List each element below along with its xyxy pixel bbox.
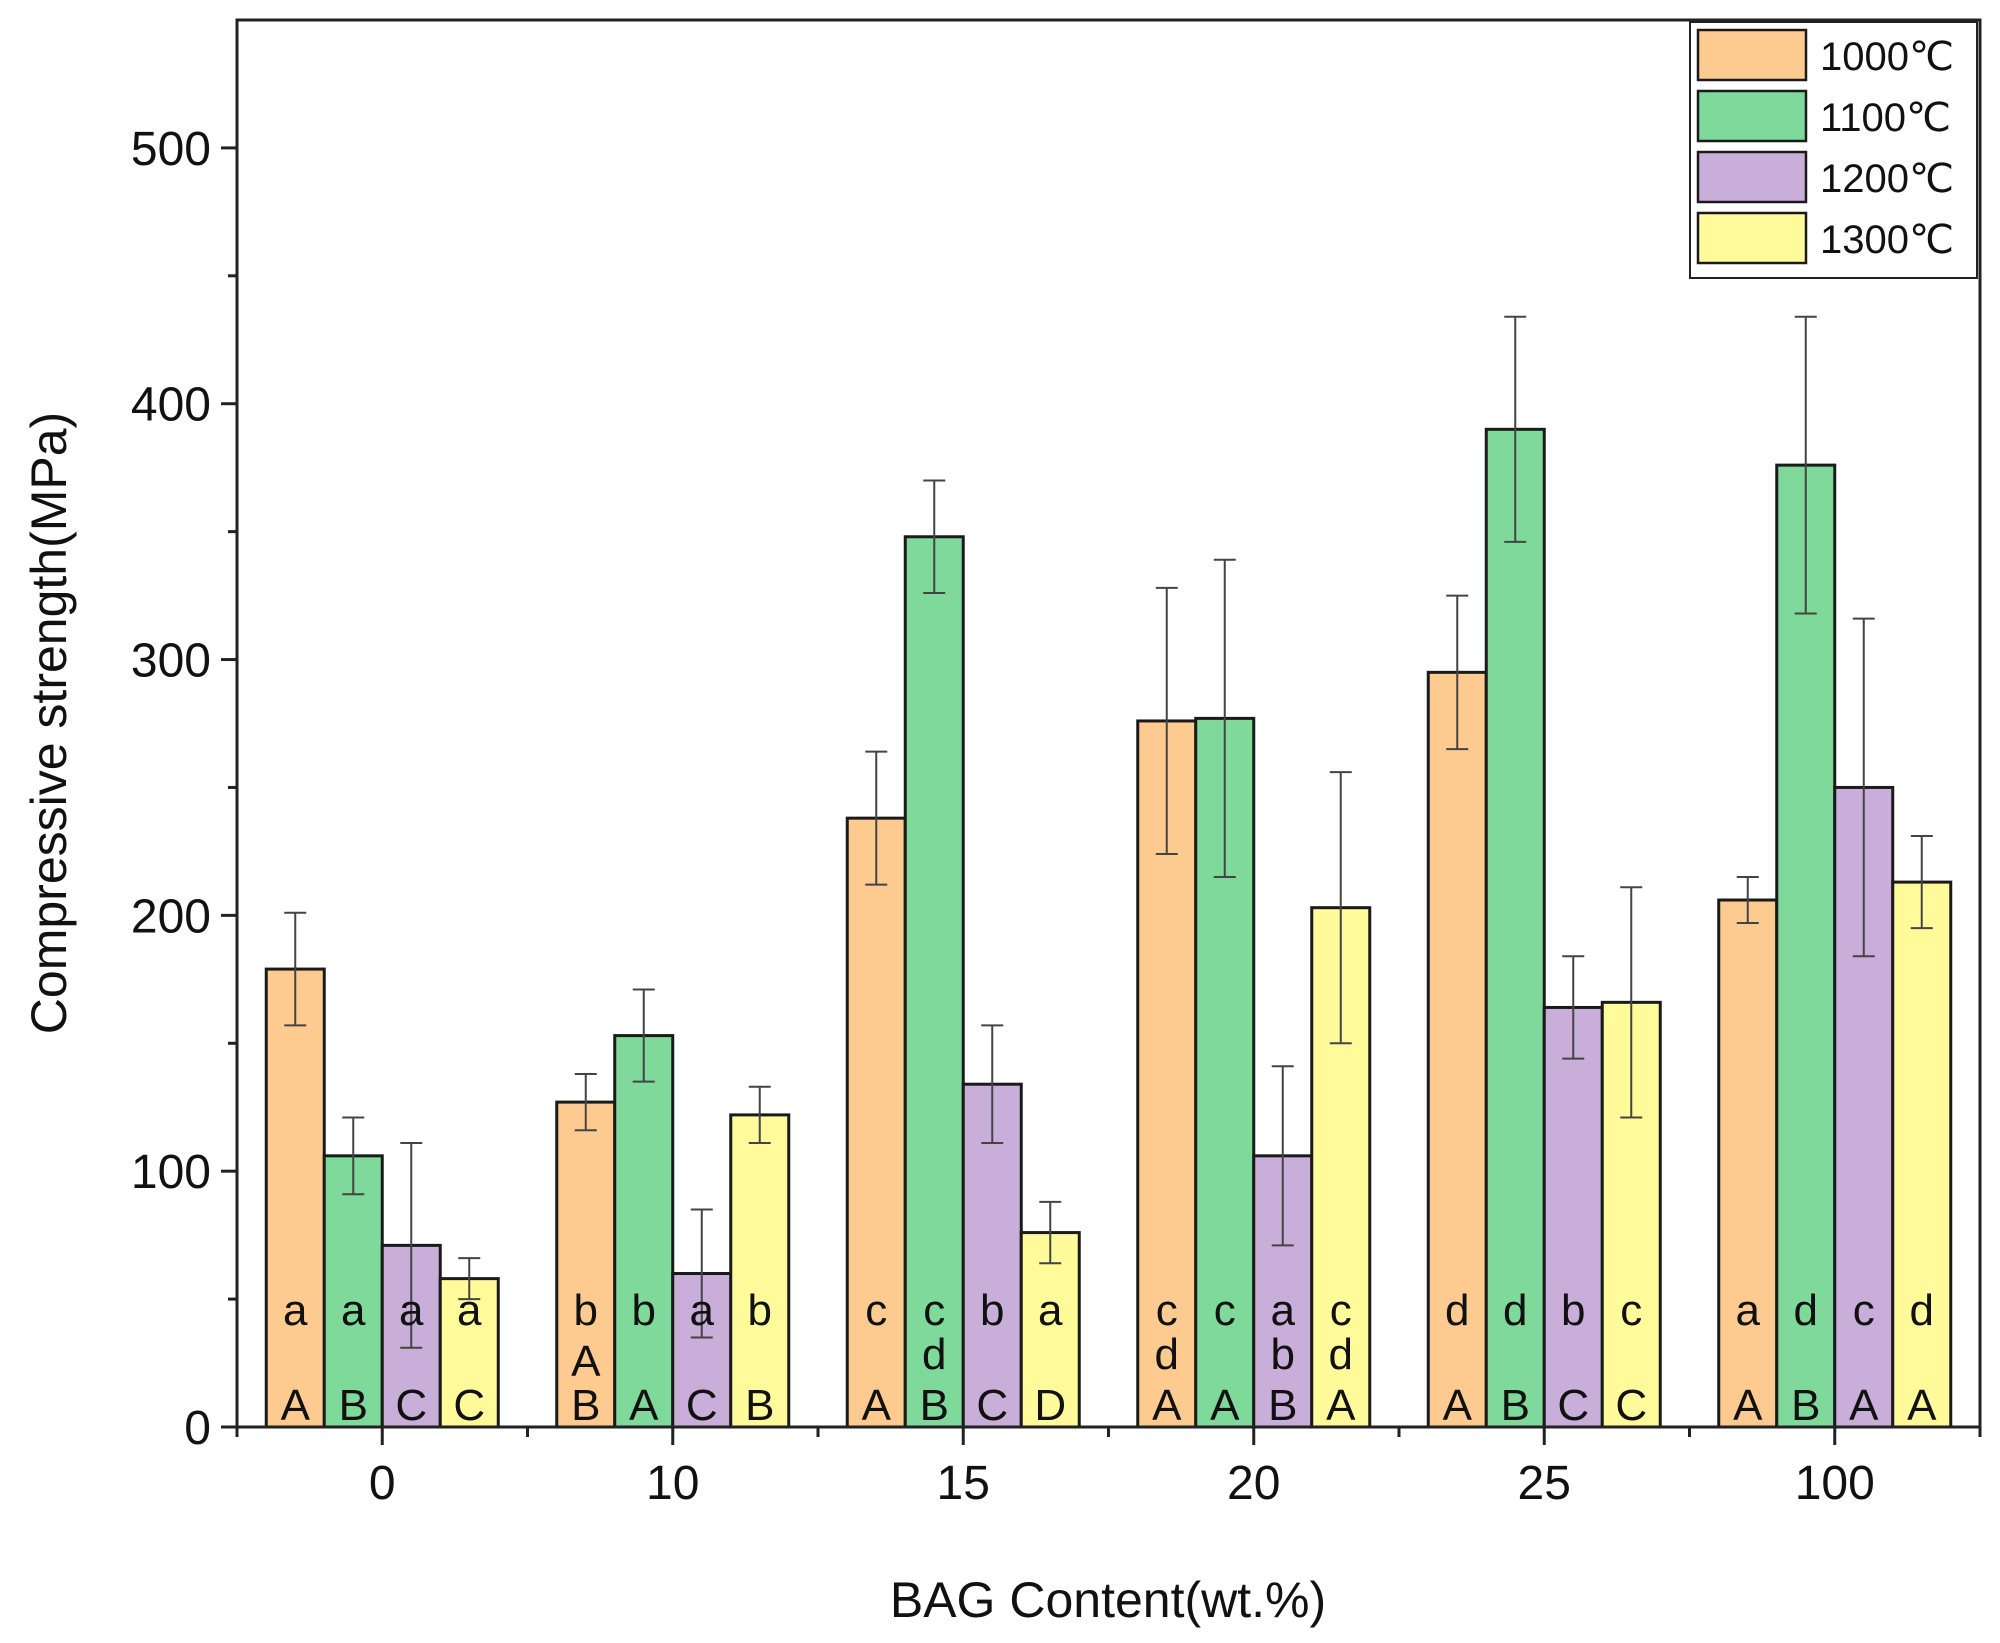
significance-letter-upper: A [1733,1381,1763,1430]
significance-letter-lower: d [1794,1286,1818,1335]
axes-layer: 0 100 200 300 400 500 0 10 15 20 25 100 [131,123,1982,1510]
x-tick-label: 0 [369,1457,396,1510]
bar [845,816,907,1429]
legend-label: 1100℃ [1820,96,1951,140]
y-tick-label: 100 [131,1146,211,1199]
significance-letter-upper: A [571,1337,601,1386]
significance-letter-upper: C [395,1381,427,1430]
bar [1891,880,1953,1429]
x-tick-label: 10 [646,1457,699,1510]
significance-letter-upper: A [1326,1381,1356,1430]
significance-letter-lower: d [922,1330,946,1379]
significance-letter-lower: c [923,1286,945,1335]
significance-letter-lower: a [283,1286,308,1335]
bar [555,1100,617,1429]
significance-letter-lower: a [341,1286,366,1335]
significance-letter-lower: d [1503,1286,1527,1335]
significance-letter-upper: C [1615,1381,1647,1430]
significance-letter-upper: B [339,1381,368,1430]
y-tick-label: 200 [131,890,211,943]
significance-letter-lower: d [1910,1286,1934,1335]
bar [1717,898,1779,1429]
significance-letter-upper: B [920,1381,949,1430]
significance-letter-upper: A [281,1381,311,1430]
significance-letter-upper: B [745,1381,774,1430]
bar [1542,1005,1604,1429]
legend-swatch [1696,89,1808,143]
significance-letter-lower: c [865,1286,887,1335]
legend-swatch [1696,150,1808,204]
x-tick-label: 20 [1227,1457,1280,1510]
y-tick-label: 500 [131,123,211,176]
significance-letter-upper: C [686,1381,718,1430]
bar [1600,1000,1662,1429]
significance-letter-upper: C [453,1381,485,1430]
error-bars-layer [284,315,1933,1349]
y-axis-title: Compressive strength(MPa) [21,412,77,1034]
significance-letter-upper: A [1907,1381,1937,1430]
significance-letter-lower: a [1271,1286,1296,1335]
significance-letter-lower: b [748,1286,772,1335]
significance-letter-upper: A [1849,1381,1879,1430]
significance-letter-lower: c [1214,1286,1236,1335]
significance-letter-lower: c [1330,1286,1352,1335]
legend-label: 1200℃ [1820,157,1954,201]
significance-letter-upper: B [1791,1381,1820,1430]
significance-letter-lower: b [1561,1286,1585,1335]
significance-letter-upper: A [1443,1381,1473,1430]
significance-letter-lower: a [399,1286,424,1335]
legend-label: 1300℃ [1820,218,1954,262]
y-tick-label: 400 [131,379,211,432]
significance-letter-lower: a [690,1286,715,1335]
significance-letter-lower: d [1155,1330,1179,1379]
significance-letter-lower: a [1038,1286,1063,1335]
bar [264,967,326,1429]
significance-letter-lower: d [1445,1286,1469,1335]
legend-swatch [1696,28,1808,82]
significance-letters-layer: aAbABcAcdAdAaAaBbAcdBcAdBdBaCaCbCabBbCcA… [281,1286,1938,1430]
significance-letter-lower: b [574,1286,598,1335]
significance-letter-lower: b [1271,1330,1295,1379]
significance-letter-lower: d [1329,1330,1353,1379]
legend-swatch [1696,211,1808,265]
significance-letter-lower: a [1736,1286,1761,1335]
significance-letter-upper: A [629,1381,659,1430]
x-tick-label: 15 [937,1457,990,1510]
significance-letter-upper: C [1557,1381,1589,1430]
significance-letter-upper: A [862,1381,892,1430]
bar [1484,427,1546,1429]
y-tick-label: 300 [131,635,211,688]
x-axis-title: BAG Content(wt.%) [890,1572,1326,1628]
bars-layer [264,427,1953,1429]
significance-letter-lower: c [1853,1286,1875,1335]
significance-letter-upper: B [1501,1381,1530,1430]
significance-letter-lower: a [457,1286,482,1335]
significance-letter-lower: c [1156,1286,1178,1335]
bar [613,1034,675,1429]
significance-letter-lower: b [980,1286,1004,1335]
legend-label: 1000℃ [1820,35,1954,79]
legend: 1000℃ 1100℃ 1200℃ 1300℃ [1689,21,1978,279]
x-tick-label: 25 [1518,1457,1571,1510]
x-tick-label: 100 [1795,1457,1875,1510]
significance-letter-lower: b [632,1286,656,1335]
significance-letter-upper: B [571,1381,600,1430]
significance-letter-upper: D [1034,1381,1066,1430]
significance-letter-upper: B [1268,1381,1297,1430]
significance-letter-upper: A [1152,1381,1182,1430]
significance-letter-lower: c [1620,1286,1642,1335]
significance-letter-upper: C [976,1381,1008,1430]
y-tick-label: 0 [184,1402,211,1455]
significance-letter-upper: A [1210,1381,1240,1430]
